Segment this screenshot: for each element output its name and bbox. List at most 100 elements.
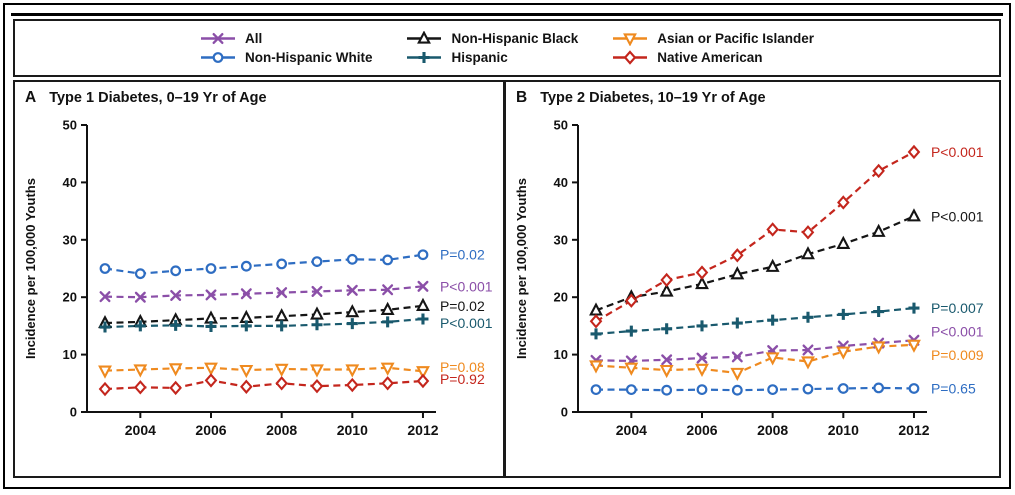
series-line-native-american [104, 379, 424, 391]
marker-non-hispanic-white [590, 384, 602, 396]
series-line-asian-or-pacific-islander [595, 343, 915, 375]
p-value-non-hispanic-black: P=0.02 [440, 298, 485, 314]
legend-marker [623, 50, 637, 65]
p-value-asian-or-pacific-islander: P=0.009 [931, 347, 984, 363]
x-tick-label: 2004 [125, 422, 156, 438]
y-tick-label: 40 [63, 175, 77, 190]
legend-item-non-hispanic-black: Non-Hispanic Black [406, 31, 578, 46]
marker-non-hispanic-black [730, 266, 745, 280]
y-tick-label: 40 [554, 175, 568, 190]
marker-asian-or-pacific-islander [730, 367, 745, 382]
legend-label: Asian or Pacific Islander [657, 31, 815, 46]
marker-native-american [310, 378, 324, 394]
series-line-all [595, 339, 915, 363]
legend-column-2: Non-Hispanic Black Hispanic [406, 31, 578, 65]
marker-native-american [169, 380, 182, 396]
legend-item-native-american: Native American [612, 50, 814, 65]
marker-non-hispanic-white [382, 254, 394, 266]
panel-b: B Type 2 Diabetes, 10–19 Yr of Age 0 10 20… [504, 80, 1001, 478]
legend-item-asian-or-pacific-islander: Asian or Pacific Islander [612, 31, 814, 46]
x-tick-label: 2012 [898, 422, 929, 438]
marker-non-hispanic-white [134, 268, 146, 280]
panel-b-chart: 0 10 20 30 40 50 2004 2006 2008 2010 2012 Incidence… [514, 118, 984, 439]
legend-label: Non-Hispanic White [244, 50, 373, 65]
marker-asian-or-pacific-islander [274, 363, 289, 378]
legend-marker [212, 33, 224, 44]
marker-asian-or-pacific-islander [836, 346, 851, 360]
marker-non-hispanic-white [837, 383, 849, 394]
series-line-asian-or-pacific-islander [104, 366, 424, 373]
marker-all [802, 344, 814, 356]
top-rule [11, 13, 1003, 16]
marker-asian-or-pacific-islander [133, 364, 148, 378]
marker-native-american [204, 373, 218, 388]
marker-all [276, 287, 288, 299]
y-tick-label: 0 [70, 405, 77, 420]
marker-all [311, 285, 323, 297]
marker-non-hispanic-black [589, 302, 603, 316]
legend-item-all: All [200, 31, 373, 46]
marker-native-american [660, 272, 673, 288]
marker-hispanic [382, 316, 394, 328]
marker-hispanic [873, 306, 885, 318]
all-marker-icon [200, 31, 236, 46]
marker-hispanic [661, 323, 673, 335]
panel-b-letter: B [516, 89, 528, 106]
marker-native-american [275, 376, 288, 391]
legend-label: All [244, 31, 263, 46]
legend-item-hispanic: Hispanic [406, 50, 578, 65]
marker-non-hispanic-white [802, 383, 814, 395]
p-value-all: P<0.001 [440, 278, 493, 294]
marker-non-hispanic-white [240, 260, 252, 272]
marker-native-american [589, 314, 603, 329]
marker-all [382, 284, 394, 296]
marker-all [661, 354, 673, 366]
legend-marker [418, 52, 430, 63]
marker-native-american [766, 222, 779, 237]
marker-hispanic [417, 313, 429, 325]
marker-hispanic [311, 319, 323, 331]
marker-hispanic [99, 321, 111, 333]
marker-hispanic [134, 320, 146, 332]
non-hispanic-black-marker-icon [406, 31, 442, 46]
marker-non-hispanic-black [907, 208, 921, 222]
panel-a: A Type 1 Diabetes, 0–19 Yr of Age 0 10 20 3… [13, 80, 505, 478]
marker-hispanic [276, 320, 288, 332]
marker-hispanic [696, 320, 708, 332]
marker-non-hispanic-white [311, 256, 323, 268]
legend-marker [417, 31, 432, 44]
legend-item-non-hispanic-white: Non-Hispanic White [200, 50, 373, 65]
panel-a-title-text: Type 1 Diabetes, 0–19 Yr of Age [49, 90, 267, 106]
marker-all [696, 352, 708, 364]
marker-native-american [98, 381, 112, 397]
marker-non-hispanic-black [380, 301, 395, 315]
marker-non-hispanic-white [99, 263, 111, 274]
marker-native-american [381, 376, 394, 391]
marker-all [240, 288, 252, 300]
marker-non-hispanic-black [801, 246, 815, 260]
marker-hispanic [731, 317, 743, 329]
marker-hispanic [908, 302, 920, 314]
marker-asian-or-pacific-islander [695, 363, 709, 378]
marker-non-hispanic-white [767, 384, 779, 396]
x-tick-label: 2010 [828, 422, 859, 438]
marker-asian-or-pacific-islander [98, 365, 112, 379]
marker-native-american [240, 379, 253, 394]
y-tick-label: 20 [554, 290, 568, 305]
asian-or-pacific-islander-marker-icon [612, 31, 648, 46]
marker-asian-or-pacific-islander [659, 364, 674, 379]
non-hispanic-white-marker-icon [200, 50, 236, 65]
marker-all [99, 291, 111, 303]
marker-all [205, 289, 217, 301]
legend-label: Native American [657, 50, 763, 65]
marker-native-american [801, 225, 815, 240]
y-axis-label: Incidence per 100,000 Youths [23, 178, 38, 359]
marker-all [731, 351, 743, 363]
marker-non-hispanic-black [695, 275, 709, 290]
marker-native-american [731, 248, 744, 263]
marker-asian-or-pacific-islander [239, 364, 254, 379]
marker-hispanic [170, 319, 182, 331]
marker-non-hispanic-white [625, 384, 637, 396]
marker-asian-or-pacific-islander [380, 362, 395, 376]
